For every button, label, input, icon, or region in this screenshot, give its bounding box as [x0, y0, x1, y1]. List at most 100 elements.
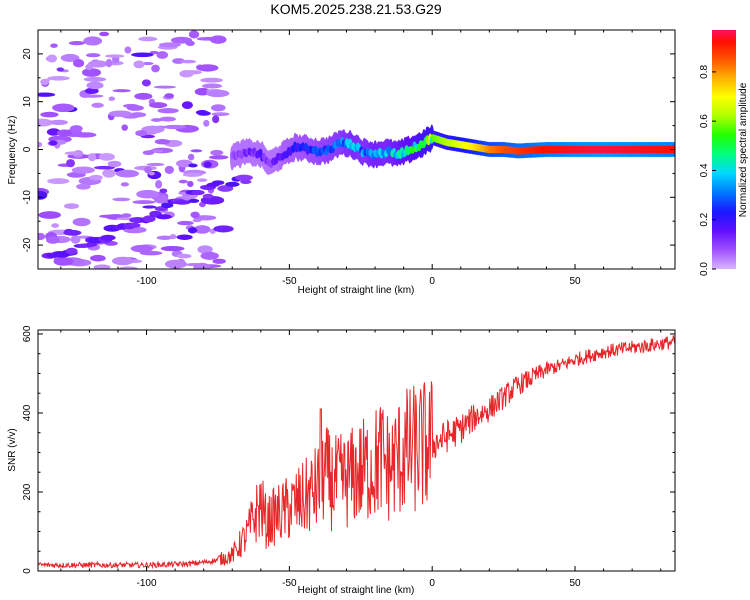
noise-blob — [49, 119, 68, 126]
noise-blob — [210, 149, 224, 156]
noise-blob — [209, 35, 227, 44]
noise-blob — [93, 165, 116, 170]
noise-blob — [85, 53, 101, 58]
noise-blob — [180, 59, 197, 64]
noise-blob — [105, 54, 125, 58]
colorbar-tick-label: 0.4 — [699, 163, 710, 177]
noise-blob — [64, 203, 79, 209]
noise-blob — [142, 150, 155, 156]
noise-blob — [126, 105, 144, 111]
noise-blob — [56, 129, 73, 137]
noise-blob — [111, 256, 134, 266]
noise-blob — [98, 153, 115, 161]
noise-blob — [157, 108, 179, 114]
noise-blob — [190, 149, 203, 153]
spectrogram-y-tick-label: -10 — [22, 190, 33, 205]
noise-blob — [118, 266, 138, 269]
noise-blob — [63, 229, 82, 236]
noise-blob — [200, 64, 215, 70]
spectrogram-x-axis-label: Height of straight line (km) — [298, 285, 415, 296]
noise-blob — [108, 96, 116, 101]
noise-blob — [66, 159, 75, 168]
noise-blob — [115, 169, 140, 178]
spectrogram-x-tick-label: -50 — [282, 276, 297, 287]
noise-blob — [153, 194, 169, 204]
noise-feature — [235, 174, 253, 181]
noise-blob — [64, 151, 82, 156]
noise-blob — [70, 235, 81, 244]
noise-blob — [85, 63, 94, 71]
snr-x-tick-label: 0 — [429, 578, 435, 589]
noise-blob — [164, 259, 187, 269]
noise-feature — [202, 193, 214, 199]
noise-blob — [197, 178, 208, 182]
noise-blob — [38, 190, 48, 200]
noise-blob — [134, 92, 153, 100]
noise-blob — [139, 250, 163, 256]
noise-blob — [38, 92, 56, 97]
noise-blob — [91, 102, 104, 108]
colorbar-tick-label: 0.8 — [699, 64, 710, 78]
noise-blob — [102, 168, 116, 178]
noise-blob — [156, 235, 173, 240]
noise-blob — [68, 40, 86, 46]
spectrogram-y-axis-label: Frequency (Hz) — [7, 116, 18, 185]
noise-blob — [187, 227, 198, 234]
noise-blob — [46, 54, 58, 63]
colorbar: 0.0 0.2 0.4 0.6 0.8 Normalized spectral ampl… — [699, 30, 749, 276]
noise-blob — [69, 125, 83, 133]
noise-blob — [153, 85, 176, 89]
snr-frame — [37, 329, 676, 572]
colorbar-tick-label: 0.2 — [699, 212, 710, 226]
noise-blob — [155, 179, 163, 189]
noise-blob — [187, 180, 194, 188]
noise-blob — [98, 214, 119, 218]
noise-blob — [56, 67, 65, 72]
noise-blob — [142, 205, 157, 209]
noise-blob — [53, 257, 74, 266]
noise-blob — [211, 112, 230, 117]
spectrogram-y-tick-label: 10 — [22, 96, 33, 108]
noise-blob — [124, 46, 132, 54]
noise-blob — [203, 161, 212, 168]
noise-blob — [205, 89, 230, 98]
noise-blob — [130, 244, 154, 253]
noise-blob — [169, 234, 177, 240]
colorbar-tick-label: 0.6 — [699, 114, 710, 128]
noise-blob — [120, 182, 130, 187]
noise-blob — [148, 171, 155, 176]
noise-blob — [47, 178, 70, 185]
noise-blob — [132, 200, 156, 205]
noise-blob — [193, 225, 211, 234]
snr-x-axis-label: Height of straight line (km) — [298, 585, 415, 596]
noise-blob — [164, 165, 174, 174]
noise-blob — [76, 183, 91, 190]
noise-blob — [212, 115, 220, 124]
noise-blob — [87, 153, 97, 162]
noise-feature — [173, 200, 191, 205]
noise-blob — [179, 69, 194, 78]
noise-blob — [73, 58, 85, 68]
noise-feature — [100, 234, 116, 241]
noise-blob — [84, 87, 99, 95]
noise-blob — [48, 140, 58, 146]
noise-blob — [38, 118, 54, 127]
noise-blob — [187, 153, 195, 161]
noise-blob — [181, 101, 193, 109]
noise-blob — [150, 118, 163, 122]
noise-blob — [208, 155, 229, 160]
snr-series-line — [38, 335, 675, 570]
noise-blob — [41, 78, 51, 82]
snr-x-tick-label: -100 — [137, 578, 157, 589]
noise-blob — [177, 220, 194, 226]
noise-blob — [81, 94, 104, 98]
noise-blob — [197, 245, 213, 254]
noise-blob — [190, 211, 200, 219]
spectrogram-y-tick-label: -20 — [22, 237, 33, 252]
noise-blob — [151, 64, 160, 73]
noise-blob — [200, 77, 223, 83]
noise-feature — [155, 214, 172, 220]
colorbar-tick-label: 0.0 — [699, 262, 710, 276]
colorbar-gradient — [712, 30, 736, 269]
noise-blob — [133, 60, 145, 69]
